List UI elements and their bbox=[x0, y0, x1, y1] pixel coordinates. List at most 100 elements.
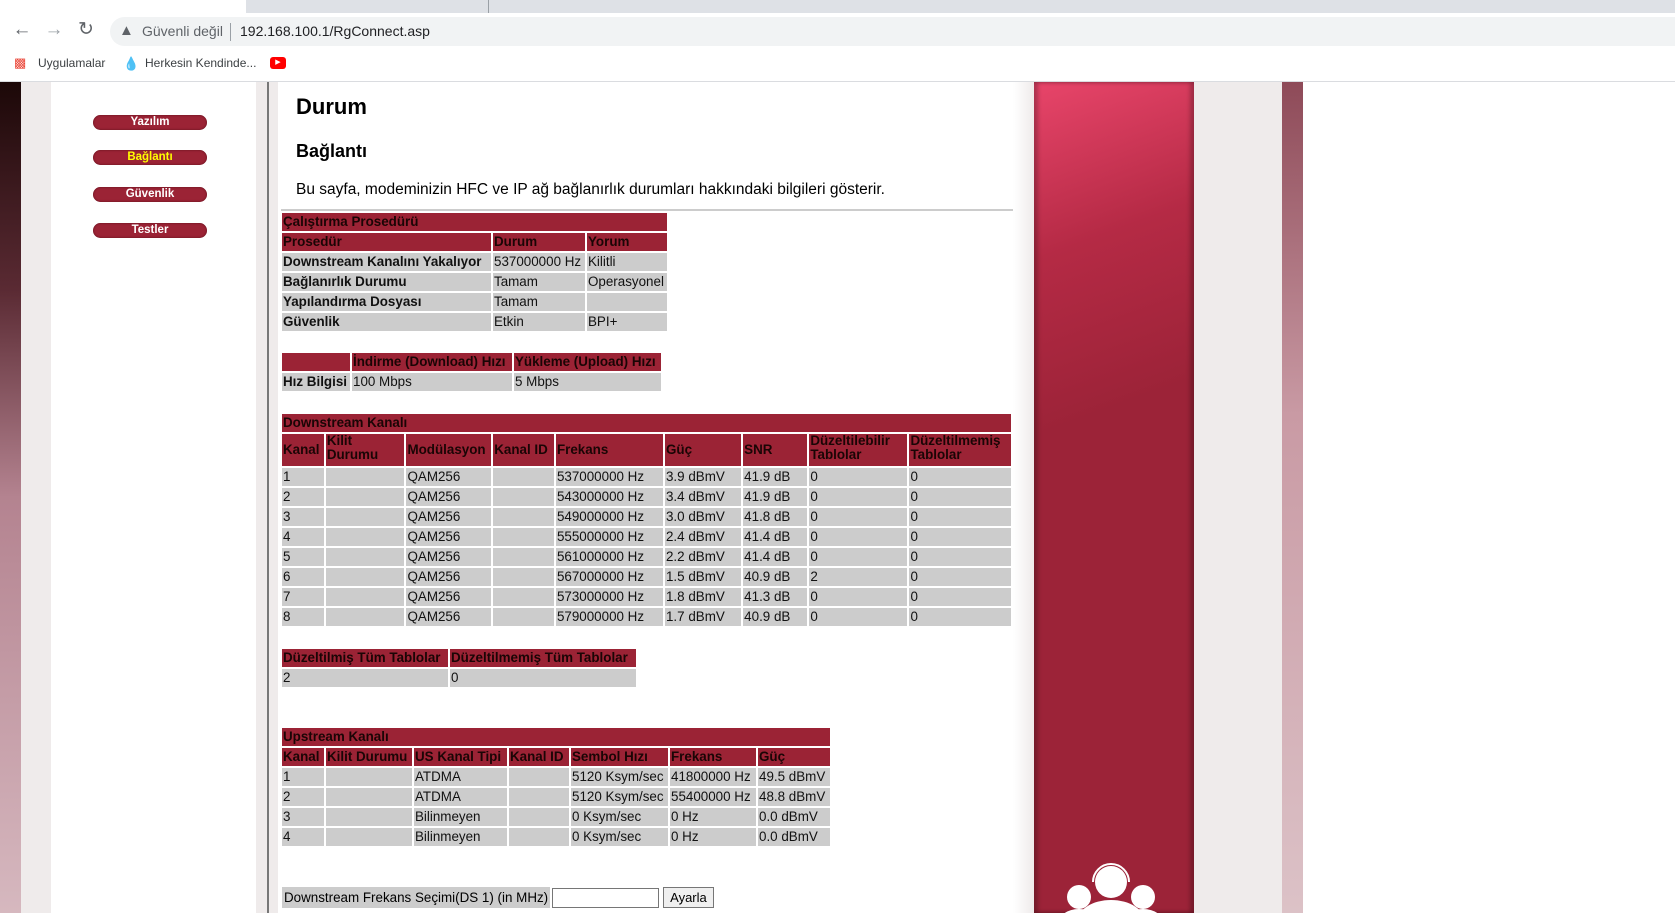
column-header: Düzeltilmiş Tüm Tablolar bbox=[282, 649, 448, 667]
nav-yazilim-button[interactable]: Yazılım bbox=[93, 115, 207, 130]
back-icon[interactable]: ← bbox=[12, 19, 32, 40]
table-cell: 0 bbox=[809, 548, 908, 566]
table-cell: 1 bbox=[282, 468, 324, 486]
table-cell: 2.4 dBmV bbox=[664, 528, 742, 546]
forward-icon[interactable]: → bbox=[44, 19, 64, 40]
bookmark-apps[interactable]: Uygulamalar bbox=[38, 56, 106, 70]
table-title: Upstream Kanalı bbox=[282, 728, 830, 746]
table-cell: 2 bbox=[282, 488, 324, 506]
tab-strip bbox=[0, 0, 1675, 13]
table-cell bbox=[493, 508, 554, 526]
column-header: Güç bbox=[664, 434, 742, 466]
table-title: Çalıştırma Prosedürü bbox=[282, 213, 667, 231]
column-header: Kanal bbox=[282, 434, 324, 466]
table-cell: 49.5 dBmV bbox=[758, 768, 830, 786]
table-cell: 0 Hz bbox=[670, 808, 756, 826]
table-cell: Bilinmeyen bbox=[414, 808, 507, 826]
table-cell: 561000000 Hz bbox=[555, 548, 663, 566]
address-bar[interactable]: ▲ Güvenli değil 192.168.100.1/RgConnect.… bbox=[110, 17, 1675, 46]
support-people-icon bbox=[1064, 863, 1158, 913]
table-row: 3 QAM256 549000000 Hz 3.0 dBmV 41.8 dB 0 0 bbox=[282, 508, 1011, 526]
nav-testler-button[interactable]: Testler bbox=[93, 223, 207, 238]
table-row: 6 QAM256 567000000 Hz 1.5 dBmV 40.9 dB 2 0 bbox=[282, 568, 1011, 586]
table-cell: Tamam bbox=[493, 273, 585, 291]
table-cell bbox=[325, 548, 405, 566]
table-cell: 3 bbox=[282, 508, 324, 526]
table-cell: 41800000 Hz bbox=[670, 768, 756, 786]
youtube-icon[interactable]: ▶ bbox=[270, 57, 286, 69]
table-cell: QAM256 bbox=[406, 488, 492, 506]
table-row: 3 Bilinmeyen 0 Ksym/sec 0 Hz 0.0 dBmV bbox=[282, 808, 830, 826]
table-cell: 537000000 Hz bbox=[555, 468, 663, 486]
table-cell: 4 bbox=[282, 528, 324, 546]
page-subtitle: Bağlantı bbox=[296, 141, 368, 161]
table-row: Hız Bilgisi 100 Mbps 5 Mbps bbox=[282, 373, 661, 391]
table-cell: 0 bbox=[909, 508, 1011, 526]
table-cell: 573000000 Hz bbox=[555, 588, 663, 606]
column-header: Frekans bbox=[670, 748, 756, 766]
column-header: Modülasyon bbox=[406, 434, 492, 466]
table-cell bbox=[326, 808, 412, 826]
table-cell: 0 bbox=[909, 528, 1011, 546]
divider bbox=[267, 82, 269, 913]
table-cell bbox=[493, 608, 554, 626]
table-cell: QAM256 bbox=[406, 528, 492, 546]
table-cell: 0 bbox=[909, 588, 1011, 606]
warning-icon: ▲ bbox=[119, 22, 134, 39]
table-row: 2 ATDMA 5120 Ksym/sec 55400000 Hz 48.8 dBmV bbox=[282, 788, 830, 806]
reload-icon[interactable]: ↻ bbox=[78, 19, 94, 40]
nav-baglanti-button[interactable]: Bağlantı bbox=[93, 150, 207, 165]
table-cell: 1.8 dBmV bbox=[664, 588, 742, 606]
table-cell: Operasyonel bbox=[587, 273, 667, 291]
header-row: Kanal Kilit Durumu Modülasyon Kanal ID Freka… bbox=[282, 434, 1011, 466]
table-row: Bağlanırlık Durumu Tamam Operasyonel bbox=[282, 273, 667, 291]
apps-grid-icon[interactable]: ▩ bbox=[14, 55, 27, 70]
header-row: Kanal Kilit Durumu US Kanal Tipi Kanal ID Se… bbox=[282, 748, 830, 766]
table-cell: 6 bbox=[282, 568, 324, 586]
security-label[interactable]: Güvenli değil bbox=[142, 23, 223, 39]
table-cell: 40.9 dB bbox=[743, 568, 808, 586]
table-cell bbox=[493, 468, 554, 486]
decorative-strip bbox=[0, 82, 21, 913]
table-cell: 0 bbox=[809, 508, 908, 526]
decorative-border bbox=[269, 82, 278, 913]
bookmarks-bar: ▩ Uygulamalar 💧 Herkesin Kendinde... ▶ bbox=[0, 48, 1675, 82]
decorative-strip bbox=[1282, 82, 1303, 913]
table-cell: 3 bbox=[282, 808, 324, 826]
frequency-form: Downstream Frekans Seçimi(DS 1) (in MHz)… bbox=[282, 887, 714, 908]
table-cell bbox=[509, 788, 569, 806]
column-header: Kanal ID bbox=[509, 748, 569, 766]
table-cell: 0 bbox=[809, 588, 908, 606]
table-cell bbox=[326, 828, 412, 846]
table-cell: ATDMA bbox=[414, 768, 507, 786]
column-header: Kilit Durumu bbox=[326, 748, 412, 766]
table-cell bbox=[493, 548, 554, 566]
decorative-border bbox=[256, 82, 267, 913]
table-cell: QAM256 bbox=[406, 608, 492, 626]
url-text[interactable]: 192.168.100.1/RgConnect.asp bbox=[240, 23, 430, 39]
table-cell bbox=[509, 828, 569, 846]
nav-guvenlik-button[interactable]: Güvenlik bbox=[93, 187, 207, 202]
table-cell: QAM256 bbox=[406, 548, 492, 566]
browser-tab-active[interactable] bbox=[0, 0, 246, 13]
column-header: Düzeltilebilir Tablolar bbox=[809, 434, 908, 466]
browser-tab[interactable] bbox=[248, 0, 489, 13]
water-drop-icon: 💧 bbox=[123, 56, 140, 71]
table-cell: 7 bbox=[282, 588, 324, 606]
table-cell: Downstream Kanalını Yakalıyor bbox=[282, 253, 491, 271]
totals-table: Düzeltilmiş Tüm Tablolar Düzeltilmemiş T… bbox=[280, 647, 638, 689]
table-cell: 0.0 dBmV bbox=[758, 808, 830, 826]
downstream-table: Downstream Kanalı Kanal Kilit Durumu Modül… bbox=[280, 412, 1013, 628]
table-cell: 0 bbox=[909, 488, 1011, 506]
table-row: Downstream Kanalını Yakalıyor 537000000 H… bbox=[282, 253, 667, 271]
set-frequency-button[interactable]: Ayarla bbox=[663, 887, 714, 908]
column-header: Yükleme (Upload) Hızı bbox=[514, 353, 661, 371]
table-cell bbox=[493, 588, 554, 606]
table-cell: 0 bbox=[909, 608, 1011, 626]
frequency-input[interactable] bbox=[552, 887, 660, 908]
table-cell: 543000000 Hz bbox=[555, 488, 663, 506]
bookmark-herkesin[interactable]: Herkesin Kendinde... bbox=[145, 56, 257, 70]
column-header: Kilit Durumu bbox=[325, 434, 405, 466]
table-cell bbox=[325, 468, 405, 486]
table-cell: 1 bbox=[282, 768, 324, 786]
